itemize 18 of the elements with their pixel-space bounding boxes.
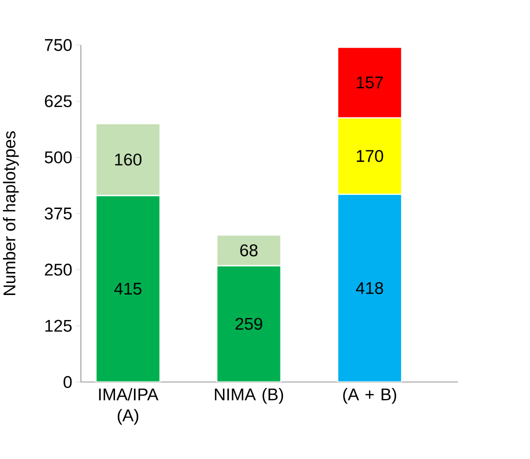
y-tick-label: 0 [64,376,72,388]
y-tick-label: 125 [45,320,72,332]
y-tick-label: 250 [44,264,72,276]
data-label: 259 [236,318,262,330]
data-label: 418 [356,282,384,294]
data-label: 415 [114,282,142,295]
x-tick-label: (A + B) [343,388,396,404]
x-tick-label: NIMA (B) [214,388,284,404]
data-label: 68 [240,244,258,256]
y-tick-label: 500 [44,151,72,164]
x-tick-label: IMA/IPA (A) [99,388,158,425]
y-axis-title: Number of haplotypes [2,131,19,295]
y-tick-label: 750 [44,39,72,52]
data-label: 160 [115,154,142,166]
data-label: 157 [356,76,383,88]
y-tick-label: 375 [44,208,72,220]
data-label: 170 [356,150,384,162]
y-tick-label: 625 [44,95,72,108]
